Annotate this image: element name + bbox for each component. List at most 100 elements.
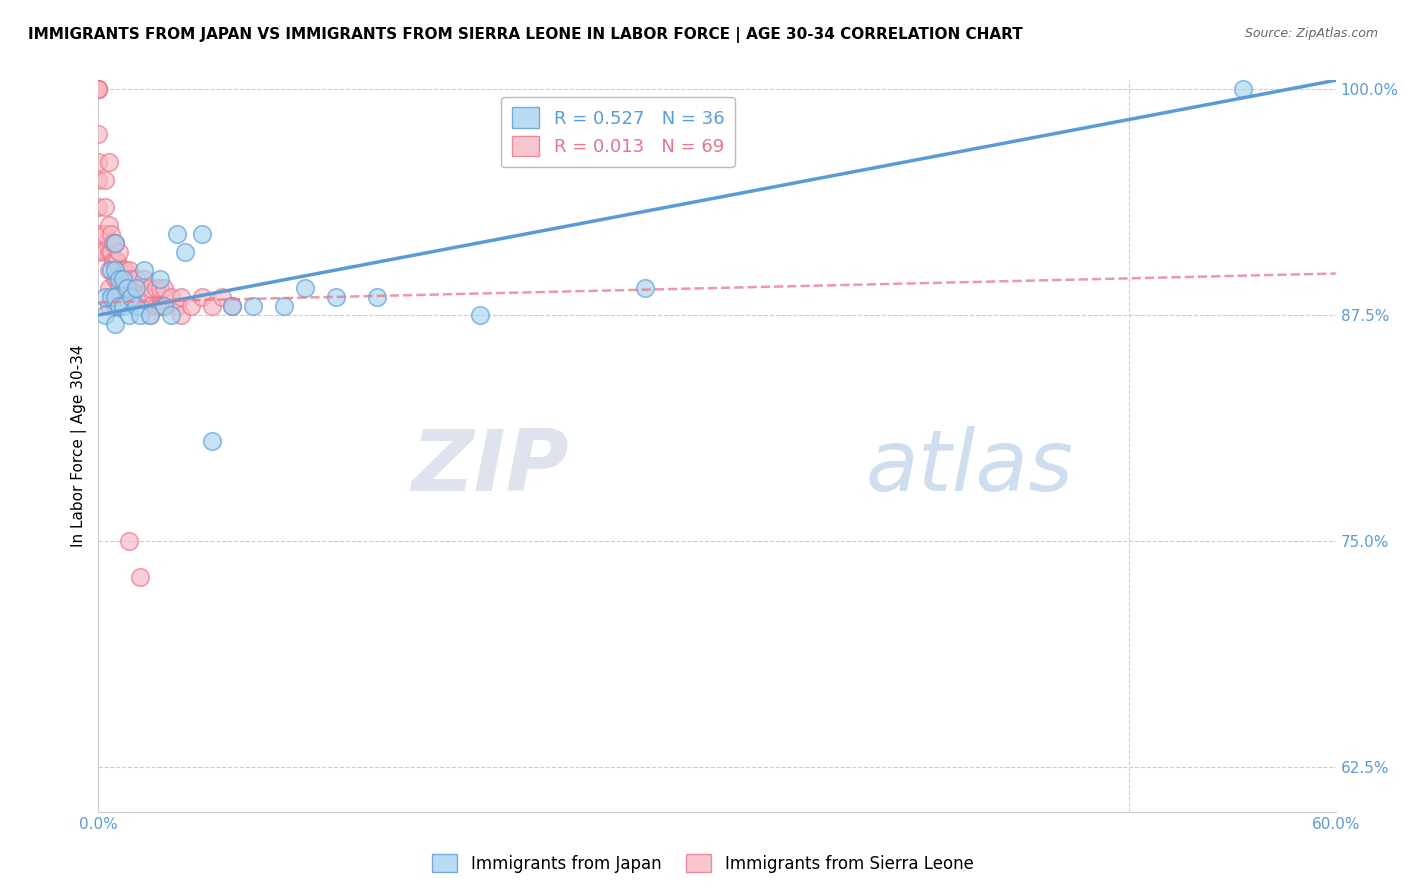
Point bbox=[108, 263, 131, 277]
Point bbox=[139, 308, 162, 322]
Point bbox=[112, 272, 135, 286]
Point bbox=[139, 299, 162, 313]
Point bbox=[108, 244, 131, 259]
Point bbox=[97, 281, 120, 295]
Point bbox=[153, 299, 176, 313]
Point bbox=[108, 299, 131, 313]
Text: Source: ZipAtlas.com: Source: ZipAtlas.com bbox=[1244, 27, 1378, 40]
Point bbox=[114, 263, 136, 277]
Y-axis label: In Labor Force | Age 30-34: In Labor Force | Age 30-34 bbox=[72, 344, 87, 548]
Point bbox=[201, 299, 224, 313]
Point bbox=[117, 281, 139, 295]
Point bbox=[149, 299, 172, 313]
Point bbox=[190, 227, 212, 241]
Point bbox=[128, 570, 150, 584]
Point bbox=[87, 82, 110, 96]
Point bbox=[1232, 82, 1254, 96]
Point bbox=[97, 244, 120, 259]
Point bbox=[100, 227, 122, 241]
Point bbox=[118, 308, 141, 322]
Point bbox=[366, 290, 388, 304]
Text: atlas: atlas bbox=[866, 426, 1074, 509]
Point bbox=[87, 82, 110, 96]
Legend: Immigrants from Japan, Immigrants from Sierra Leone: Immigrants from Japan, Immigrants from S… bbox=[426, 847, 980, 880]
Point bbox=[87, 82, 110, 96]
Point bbox=[118, 263, 141, 277]
Point bbox=[120, 272, 142, 286]
Point bbox=[139, 308, 162, 322]
Point bbox=[114, 281, 136, 295]
Point bbox=[105, 253, 128, 268]
Point bbox=[93, 244, 115, 259]
Point bbox=[104, 263, 127, 277]
Point bbox=[124, 281, 146, 295]
Point bbox=[108, 281, 131, 295]
Point bbox=[93, 172, 115, 186]
Point bbox=[124, 290, 146, 304]
Point bbox=[190, 290, 212, 304]
Point bbox=[242, 299, 264, 313]
Point bbox=[112, 281, 135, 295]
Point bbox=[108, 299, 131, 313]
Point bbox=[132, 290, 155, 304]
Point bbox=[128, 281, 150, 295]
Point bbox=[112, 263, 135, 277]
Point bbox=[93, 308, 115, 322]
Point bbox=[97, 299, 120, 313]
Point bbox=[634, 281, 657, 295]
Point bbox=[325, 290, 347, 304]
Point bbox=[93, 227, 115, 241]
Point bbox=[104, 235, 127, 250]
Point bbox=[87, 227, 110, 241]
Point bbox=[166, 299, 188, 313]
Point bbox=[108, 272, 131, 286]
Point bbox=[100, 244, 122, 259]
Point bbox=[166, 227, 188, 241]
Point bbox=[87, 128, 110, 142]
Point bbox=[118, 533, 141, 548]
Point bbox=[132, 272, 155, 286]
Point bbox=[101, 235, 124, 250]
Point bbox=[104, 290, 127, 304]
Point bbox=[97, 154, 120, 169]
Point bbox=[468, 308, 491, 322]
Point bbox=[153, 299, 176, 313]
Point bbox=[104, 299, 127, 313]
Point bbox=[97, 263, 120, 277]
Point bbox=[87, 154, 110, 169]
Point bbox=[93, 290, 115, 304]
Point bbox=[159, 308, 181, 322]
Legend: R = 0.527   N = 36, R = 0.013   N = 69: R = 0.527 N = 36, R = 0.013 N = 69 bbox=[501, 96, 735, 167]
Point bbox=[170, 308, 193, 322]
Point bbox=[104, 253, 127, 268]
Point bbox=[294, 281, 316, 295]
Point bbox=[104, 317, 127, 331]
Text: ZIP: ZIP bbox=[411, 426, 568, 509]
Point bbox=[153, 281, 176, 295]
Point bbox=[221, 299, 243, 313]
Point bbox=[87, 200, 110, 214]
Point bbox=[132, 263, 155, 277]
Point bbox=[100, 290, 122, 304]
Text: IMMIGRANTS FROM JAPAN VS IMMIGRANTS FROM SIERRA LEONE IN LABOR FORCE | AGE 30-34: IMMIGRANTS FROM JAPAN VS IMMIGRANTS FROM… bbox=[28, 27, 1024, 43]
Point bbox=[104, 235, 127, 250]
Point bbox=[139, 281, 162, 295]
Point bbox=[87, 82, 110, 96]
Point bbox=[174, 244, 197, 259]
Point bbox=[211, 290, 233, 304]
Point bbox=[159, 290, 181, 304]
Point bbox=[180, 299, 202, 313]
Point bbox=[105, 272, 128, 286]
Point bbox=[124, 272, 146, 286]
Point bbox=[128, 308, 150, 322]
Point bbox=[149, 281, 172, 295]
Point bbox=[97, 218, 120, 232]
Point bbox=[170, 290, 193, 304]
Point bbox=[221, 299, 243, 313]
Point bbox=[112, 299, 135, 313]
Point bbox=[118, 281, 141, 295]
Point bbox=[108, 299, 131, 313]
Point bbox=[145, 281, 167, 295]
Point bbox=[120, 290, 142, 304]
Point bbox=[124, 299, 146, 313]
